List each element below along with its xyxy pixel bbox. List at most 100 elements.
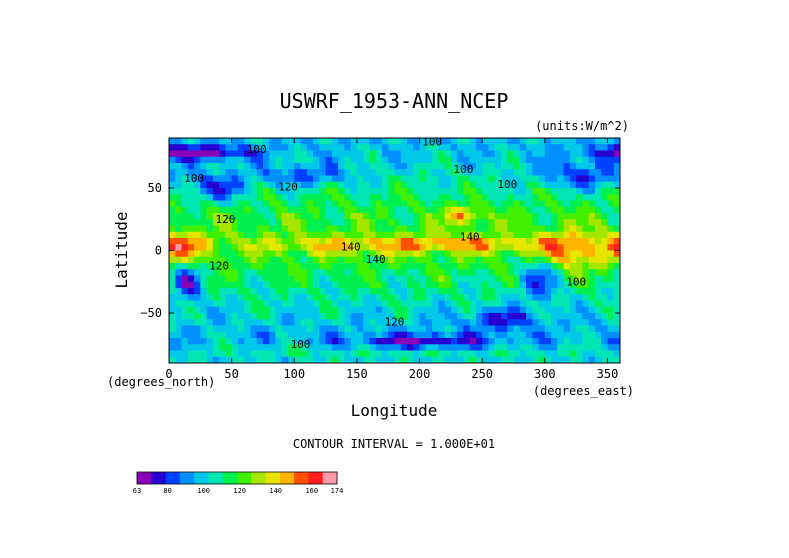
heatmap-cell [494,213,502,220]
heatmap-cell [532,288,540,295]
heatmap-cell [250,238,258,245]
heatmap-cell [394,338,402,345]
heatmap-cell [457,138,464,145]
heatmap-cell [300,156,308,164]
heatmap-cell [356,244,364,252]
heatmap-cell [187,281,195,289]
heatmap-cell [331,238,339,245]
heatmap-cell [588,200,596,208]
heatmap-cell [194,144,201,152]
colorbar-tick-label: 80 [163,487,171,495]
heatmap-cell [488,356,496,363]
heatmap-cell [331,219,339,227]
heatmap-cell [331,313,339,320]
heatmap-cell [444,338,452,345]
heatmap-cell [237,269,245,277]
heatmap-cell [212,194,220,202]
heatmap-cell [607,150,615,158]
heatmap-cell [457,344,464,352]
heatmap-cell [219,219,226,227]
heatmap-cell [300,225,308,233]
heatmap-cell [269,350,277,358]
heatmap-cell [457,144,464,152]
heatmap-cell [250,156,258,164]
heatmap-cell [601,225,609,233]
heatmap-cell [275,288,283,295]
heatmap-cell [181,281,189,289]
heatmap-cell [237,169,245,177]
heatmap-cell [200,213,208,220]
heatmap-cell [269,325,277,333]
heatmap-cell [607,144,615,152]
heatmap-cell [219,344,226,352]
heatmap-cell [256,275,264,283]
heatmap-cell [325,313,333,320]
heatmap-cell [325,288,333,295]
heatmap-cell [513,250,521,258]
heatmap-cell [551,200,558,208]
heatmap-cell [275,150,283,158]
heatmap-cell [526,169,533,177]
heatmap-cell [551,138,558,145]
heatmap-cell [244,331,252,339]
heatmap-cell [400,250,408,258]
heatmap-cell [457,213,464,220]
heatmap-cell [601,250,609,258]
heatmap-cell [551,244,558,252]
heatmap-cell [557,175,565,183]
heatmap-cell [269,294,277,302]
heatmap-cell [526,281,533,289]
heatmap-cell [488,269,496,277]
heatmap-cell [482,263,490,270]
heatmap-cell [244,306,252,314]
heatmap-cell [519,150,527,158]
heatmap-cell [494,250,502,258]
heatmap-cell [306,219,314,227]
heatmap-cell [200,331,208,339]
colorbar-swatch [294,472,309,484]
heatmap-cell [563,306,571,314]
heatmap-cell [482,188,490,195]
heatmap-cell [325,206,333,214]
heatmap-cell [281,306,289,314]
heatmap-cell [175,325,183,333]
heatmap-cell [601,256,609,264]
heatmap-cell [413,225,421,233]
heatmap-cell [544,188,552,195]
heatmap-cell [569,319,577,327]
heatmap-cell [519,269,527,277]
heatmap-cell [363,150,371,158]
heatmap-cell [306,150,314,158]
heatmap-cell [601,331,609,339]
heatmap-cell [500,194,508,202]
heatmap-cell [319,356,327,363]
heatmap-cell [425,156,433,164]
heatmap-cell [601,350,609,358]
heatmap-cell [219,300,226,308]
heatmap-cell [432,175,439,183]
heatmap-cell [281,244,289,252]
colorbar-swatch [194,472,209,484]
heatmap-cell [225,356,233,363]
heatmap-cell [194,250,201,258]
heatmap-cell [244,231,252,239]
heatmap-cell [219,181,226,189]
heatmap-cell [306,269,314,277]
heatmap-cell [381,169,389,177]
heatmap-cell [325,181,333,189]
heatmap-cell [419,356,427,363]
heatmap-cell [563,138,571,145]
contour-label: 100 [291,338,311,351]
heatmap-cell [381,344,389,352]
heatmap-cell [513,138,521,145]
heatmap-cell [325,275,333,283]
heatmap-cell [212,325,220,333]
heatmap-cell [300,163,308,170]
heatmap-cell [206,344,214,352]
heatmap-cell [482,325,490,333]
heatmap-cell [300,331,308,339]
heatmap-cell [250,181,258,189]
heatmap-cell [375,338,383,345]
heatmap-cell [482,281,490,289]
heatmap-cell [219,319,226,327]
